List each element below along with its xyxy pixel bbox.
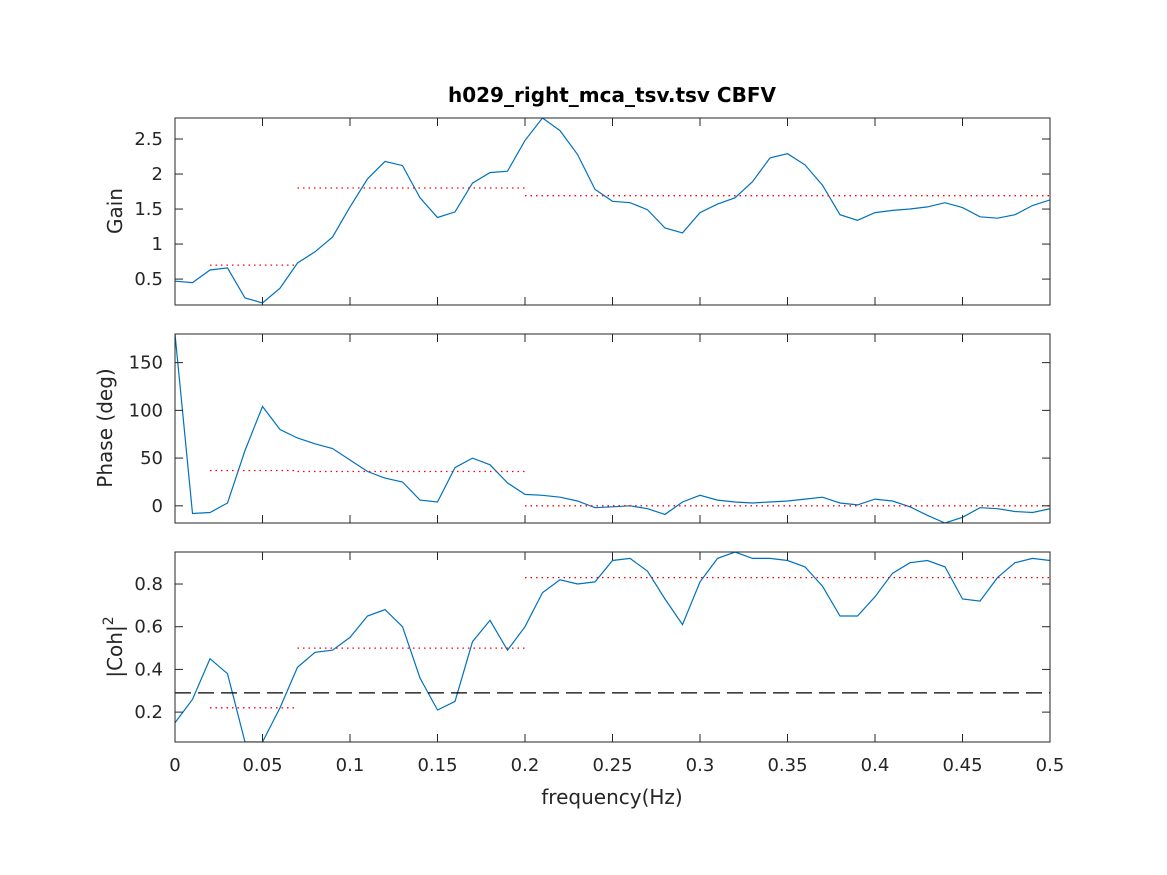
figure-title: h029_right_mca_tsv.tsv CBFV — [448, 83, 777, 107]
gain-axes-box — [174, 117, 1051, 306]
coherence-ytick-label: 0.8 — [134, 574, 163, 595]
phase-axes-box — [174, 333, 1051, 524]
coherence-ytick-label: 0.6 — [134, 617, 163, 638]
phase-ylabel: Phase (deg) — [93, 368, 117, 487]
gain-ytick-label: 2 — [152, 164, 163, 185]
coherence-panel: 0 0.05 0.1 0.15 0.2 0.25 0.3 0.35 0.4 0.45 0.5 0.2 0… — [101, 551, 1065, 776]
coherence-plot-area: 0 0.05 0.1 0.15 0.2 0.25 0.3 0.35 0.4 0.45 0.5 0.2 0… — [134, 551, 1065, 776]
phase-ytick-label: 100 — [129, 400, 163, 421]
phase-ytick-label: 50 — [140, 448, 163, 469]
coherence-xtick-label: 0.1 — [336, 755, 365, 776]
gain-series-group — [175, 118, 1050, 304]
coherence-ytick-label: 0.4 — [134, 659, 163, 680]
coherence-xtick-label: 0.4 — [861, 755, 890, 776]
coherence-xtick-label: 0.3 — [686, 755, 715, 776]
coherence-xtick-label: 0.45 — [942, 755, 982, 776]
coherence-xtick-label: 0.2 — [511, 755, 540, 776]
gain-plot-area: 0.5 1 1.5 2 2.5 — [134, 117, 1051, 306]
coherence-xtick-label: 0.15 — [417, 755, 457, 776]
coherence-xtick-label: 0.25 — [592, 755, 632, 776]
coherence-xtick-label: 0.5 — [1036, 755, 1065, 776]
coherence-ytick-label: 0.2 — [134, 702, 163, 723]
coherence-xtick-label: 0.35 — [767, 755, 807, 776]
coherence-axes-box — [174, 551, 1051, 743]
coherence-ylabel-superscript: 2 — [101, 616, 117, 625]
phase-line — [175, 334, 1050, 523]
gain-ylabel: Gain — [103, 188, 127, 234]
coherence-series-group — [175, 552, 1050, 742]
coherence-ylabel-base: |Coh| — [103, 625, 127, 677]
gain-ytick-label: 1.5 — [134, 199, 163, 220]
frequency-xlabel: frequency(Hz) — [541, 785, 682, 809]
gain-ytick-label: 2.5 — [134, 129, 163, 150]
coherence-line — [175, 552, 1050, 742]
coherence-xtick-label: 0.05 — [242, 755, 282, 776]
gain-panel: 0.5 1 1.5 2 2.5 Gain — [103, 117, 1051, 306]
phase-ytick-label: 0 — [152, 496, 163, 517]
phase-panel: 0 50 100 150 Phase (deg) — [93, 333, 1051, 524]
phase-series-group — [175, 334, 1050, 523]
gain-line — [175, 118, 1050, 304]
phase-plot-area: 0 50 100 150 — [129, 333, 1051, 524]
coherence-xtick-label: 0 — [169, 755, 180, 776]
gain-ytick-label: 1 — [152, 234, 163, 255]
phase-ytick-label: 150 — [129, 353, 163, 374]
gain-ytick-label: 0.5 — [134, 269, 163, 290]
coherence-ylabel: |Coh|2 — [101, 616, 127, 677]
